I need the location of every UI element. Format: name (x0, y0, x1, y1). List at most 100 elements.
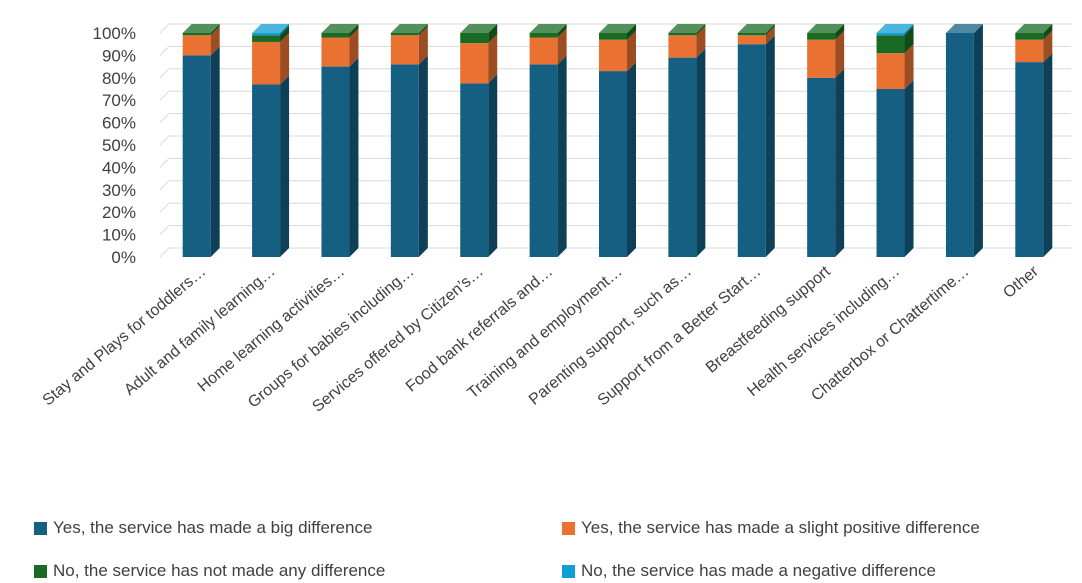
bar-segment-side (210, 46, 220, 258)
bar-segment (460, 83, 489, 258)
bar-top-face (529, 24, 567, 33)
bar-segment-side (904, 44, 914, 89)
bar-segment-side (904, 24, 914, 36)
x-tick-label: Breastfeeding support (703, 263, 834, 377)
bar-segment (460, 43, 489, 84)
bar-segment (321, 37, 350, 67)
bar-segment (668, 35, 697, 58)
bar-segment-side (1043, 24, 1053, 40)
gridline-depth (159, 247, 170, 258)
bar-segment (390, 33, 419, 36)
legend-swatch (562, 521, 575, 535)
gridline-depth (159, 46, 170, 56)
bar-segment (599, 71, 627, 257)
bar-top-face (1015, 24, 1053, 33)
bar-segment (529, 64, 558, 257)
bar-segment-side (488, 24, 498, 44)
bar-segment-side (627, 62, 636, 257)
gridline-depth (159, 180, 170, 191)
bar-segment-side (696, 26, 706, 58)
bar-segment (1015, 62, 1044, 258)
bar-segment-side (418, 26, 428, 65)
bar-segment-side (1043, 30, 1053, 63)
bar-segment-side (349, 24, 359, 38)
y-tick-label: 0% (111, 248, 136, 267)
legend-item-big-difference: Yes, the service has made a big differen… (34, 518, 372, 538)
legend-item-slight-positive: Yes, the service has made a slight posit… (562, 518, 980, 538)
bar-segment (1015, 33, 1044, 40)
bar-segment-side (1043, 53, 1053, 258)
bar-segment-side (210, 26, 220, 56)
bar-segment (182, 55, 211, 258)
bar-segment (737, 44, 766, 258)
bar-segment (807, 39, 836, 78)
bar-segment (876, 89, 905, 257)
y-tick-label: 30% (102, 181, 136, 200)
bar-top-face (252, 24, 290, 33)
gridline-depth (159, 158, 170, 168)
legend-item-no-difference: No, the service has not made any differe… (34, 561, 385, 581)
legend-swatch (34, 521, 47, 535)
bar-segment (460, 33, 489, 44)
bar-segment-side (765, 35, 775, 258)
y-tick-label: 40% (102, 158, 136, 177)
bar-segment-side (488, 74, 498, 258)
bar-segment (321, 66, 350, 257)
bar-segment (529, 33, 558, 38)
legend-swatch (562, 564, 575, 578)
bar-segment (252, 41, 281, 85)
bar-segment (182, 35, 211, 56)
bar-segment-side (696, 24, 706, 36)
legend-label: No, the service has not made any differe… (53, 561, 386, 580)
bar-segment (668, 57, 697, 257)
gridline-depth (159, 23, 170, 34)
bar-segment-side (627, 30, 636, 72)
bar-top-face (876, 24, 914, 33)
bar-segment-side (904, 26, 914, 54)
bar-segment (807, 77, 836, 257)
y-tick-label: 100% (93, 24, 136, 43)
bar-top-face (807, 24, 845, 33)
bar-segment-side (973, 24, 983, 257)
bar-top-face (599, 24, 636, 33)
bar-segment (737, 33, 766, 36)
bar-segment (252, 33, 281, 36)
legend: Yes, the service has made a big differen… (0, 510, 1082, 583)
bar-segment-side (835, 68, 845, 257)
bar-segment (321, 33, 350, 38)
bar-segment-side (280, 75, 290, 258)
bar-segment (182, 33, 211, 36)
bar-top-face (390, 24, 428, 33)
bar-top-face (182, 24, 220, 33)
bar-segment (599, 33, 627, 40)
bar-segment (390, 35, 419, 65)
bar-segment-side (418, 55, 428, 257)
bar-segment-side (280, 24, 290, 36)
bar-top-face (321, 24, 359, 33)
bar-segment (945, 33, 974, 257)
y-tick-label: 50% (102, 136, 136, 155)
bar-segment-side (835, 24, 845, 40)
bar-segment (1015, 39, 1044, 63)
bar-segment-side (349, 57, 359, 257)
bar-segment-side (280, 32, 290, 85)
bar-segment-side (904, 80, 914, 257)
bar-top-face (737, 24, 775, 33)
legend-item-negative-difference: No, the service has made a negative diff… (562, 561, 936, 581)
y-tick-label: 60% (102, 114, 136, 133)
y-tick-label: 20% (102, 203, 136, 222)
bar-top-face (668, 24, 706, 33)
bar-top-face (945, 24, 983, 33)
gridline-depth (159, 68, 170, 79)
legend-label: No, the service has made a negative diff… (581, 561, 937, 580)
legend-label: Yes, the service has made a big differen… (53, 518, 373, 537)
gridline-depth (159, 113, 170, 123)
bar-segment-side (835, 30, 845, 78)
bar-segment-side (765, 24, 775, 36)
bar-segment (876, 53, 905, 89)
bar-segment (252, 84, 281, 258)
gridline-depth (159, 225, 170, 235)
bar-segment (390, 64, 419, 257)
bar-segment-side (627, 24, 636, 40)
